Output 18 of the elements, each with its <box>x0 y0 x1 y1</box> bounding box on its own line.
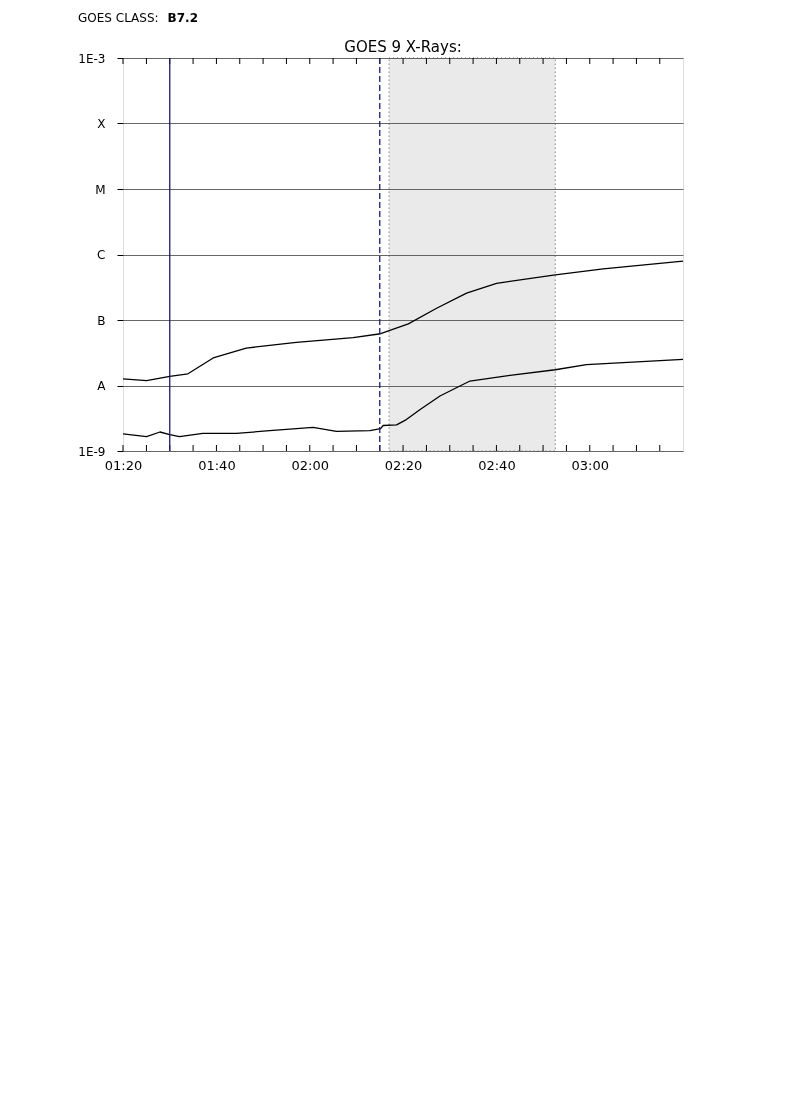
line-series <box>122 260 684 382</box>
y-tick-label: 1E-9 <box>78 444 106 459</box>
text: B7.2 <box>167 11 199 25</box>
x-tick-label: 02:00 <box>291 457 329 473</box>
y-tick-label: M <box>95 182 106 197</box>
y-tick-label: B <box>97 313 106 328</box>
x-tick-label: 02:40 <box>478 457 516 473</box>
y-tick-label: X <box>97 117 106 131</box>
x-tick-label: 01:40 <box>198 457 236 473</box>
line-series <box>122 358 684 438</box>
text: GOES CLASS: <box>78 11 159 25</box>
chart-title: GOES 9 X-Rays: <box>344 38 462 56</box>
y-tick-label: A <box>97 379 107 393</box>
x-tick-label: 02:20 <box>384 457 423 473</box>
y-tick-label: C <box>97 248 106 262</box>
x-tick-label: 01:20 <box>104 457 143 473</box>
x-tick-label: 03:00 <box>571 457 609 473</box>
y-tick-label: 1E-3 <box>78 51 106 66</box>
